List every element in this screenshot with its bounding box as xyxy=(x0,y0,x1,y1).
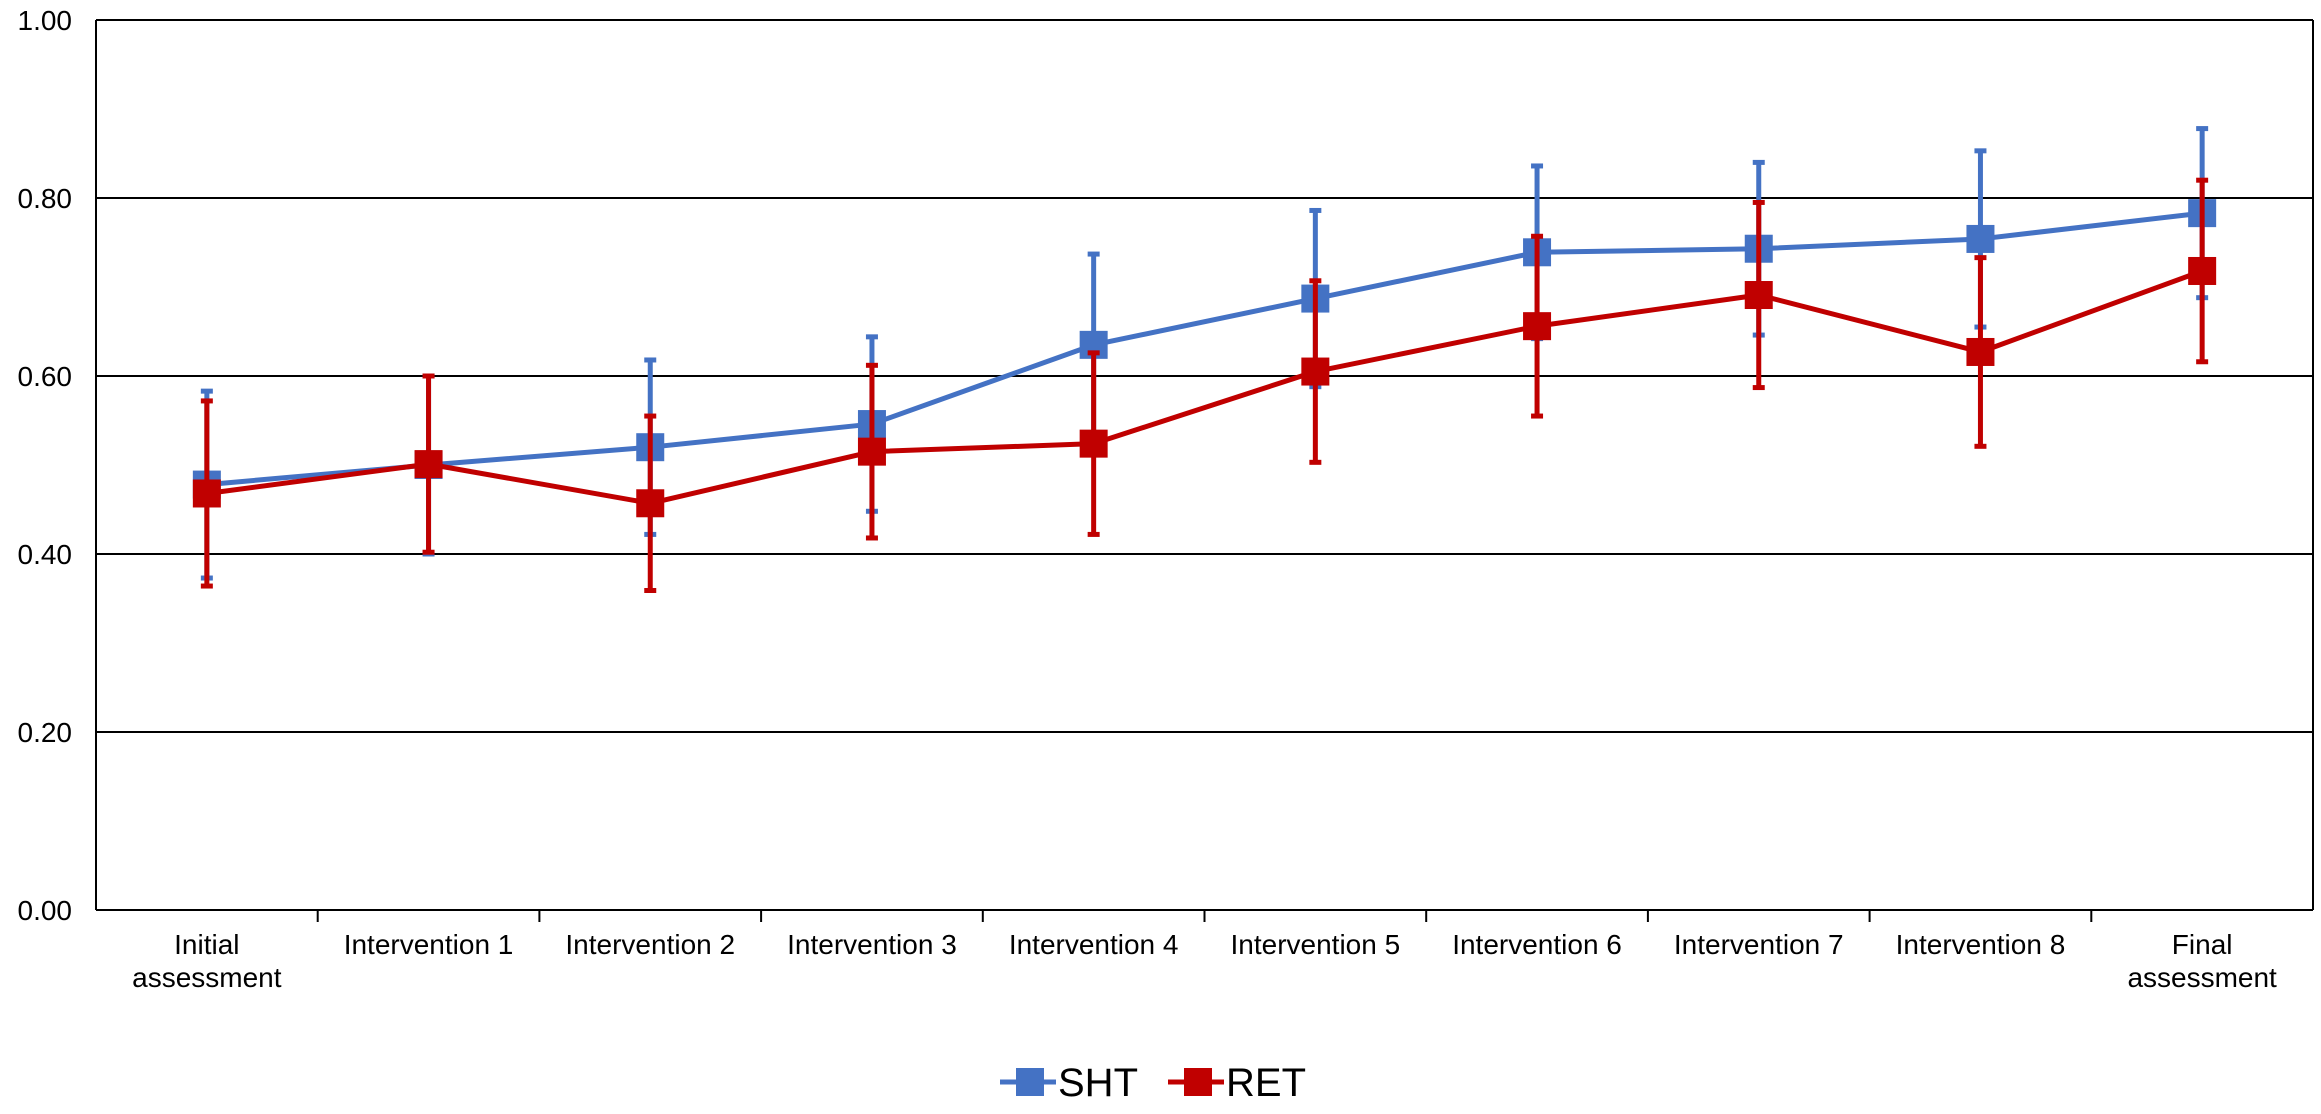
x-tick-label: Intervention 7 xyxy=(1674,929,1844,960)
ret-point xyxy=(414,450,443,479)
y-tick-label: 0.40 xyxy=(18,539,73,570)
ret-point xyxy=(192,479,221,508)
y-tick-label: 0.00 xyxy=(18,895,73,926)
ret-point xyxy=(1301,357,1330,386)
x-tick-label: Final assessment xyxy=(2127,929,2277,993)
y-tick-label: 0.20 xyxy=(18,717,73,748)
ret-series-line xyxy=(206,268,2204,506)
x-tick-label: Intervention 2 xyxy=(565,929,735,960)
legend-label-ret: RET xyxy=(1226,1061,1306,1105)
x-tick-label: Intervention 8 xyxy=(1896,929,2066,960)
sht-series-line xyxy=(206,210,2203,488)
y-tick-label: 0.60 xyxy=(18,361,73,392)
ret-point xyxy=(636,489,665,518)
y-tick-label: 1.00 xyxy=(18,5,73,36)
legend-marker-ret xyxy=(1184,1068,1212,1096)
ret-point xyxy=(1523,312,1552,341)
x-tick-label: Intervention 3 xyxy=(787,929,957,960)
legend-marker-sht xyxy=(1016,1068,1044,1096)
x-tick-label: Intervention 1 xyxy=(344,929,514,960)
x-tick-label: Intervention 4 xyxy=(1009,929,1179,960)
y-tick-label: 0.80 xyxy=(18,183,73,214)
ret-point xyxy=(2188,256,2217,285)
x-tick-label: Initial assessment xyxy=(132,929,282,993)
ret-point xyxy=(1966,337,1995,366)
ret-point xyxy=(1744,281,1773,310)
x-tick-label: Intervention 5 xyxy=(1231,929,1401,960)
x-tick-label: Intervention 6 xyxy=(1452,929,1622,960)
ret-point xyxy=(1079,429,1108,458)
sht-point xyxy=(1966,224,1995,253)
legend-label-sht: SHT xyxy=(1058,1061,1138,1105)
ret-point xyxy=(857,437,886,466)
